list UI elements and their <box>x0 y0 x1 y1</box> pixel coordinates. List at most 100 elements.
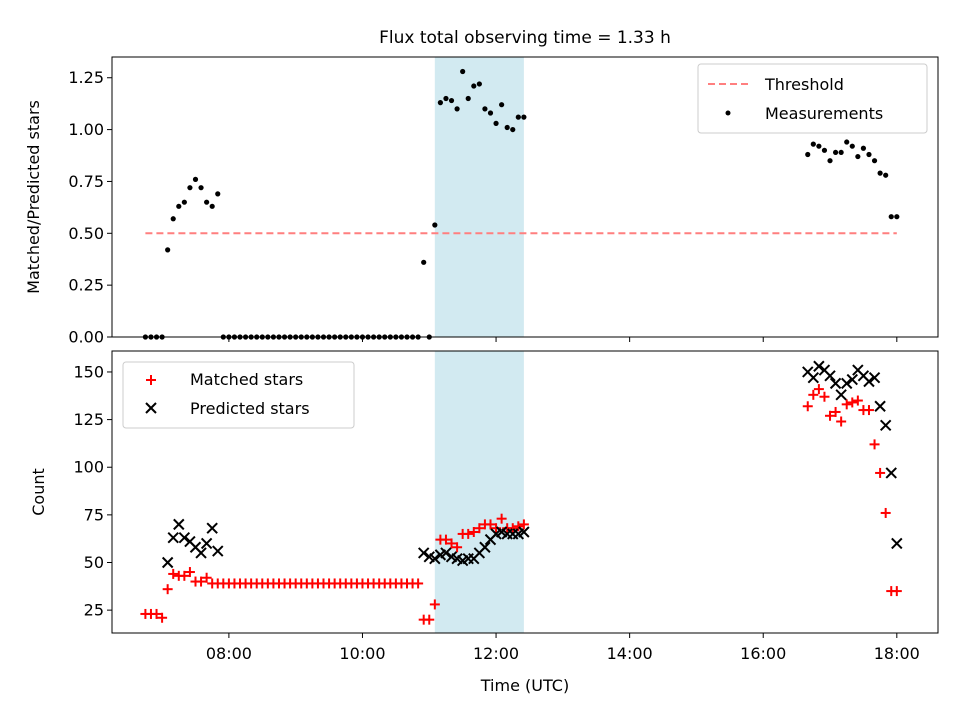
measurements-point <box>866 151 872 158</box>
measurements-point <box>482 106 488 112</box>
top-y-axis-label: Matched/Predicted stars <box>24 100 43 294</box>
matched-stars-point <box>825 410 836 421</box>
matched-stars-point <box>852 395 863 406</box>
measurements-point <box>855 153 861 160</box>
measurements-point <box>165 247 171 253</box>
measurements-point <box>204 199 210 205</box>
bottom-ytick-label: 75 <box>84 505 104 524</box>
matched-stars-point <box>869 439 880 450</box>
chart-title: Flux total observing time = 1.33 h <box>379 28 671 48</box>
measurements-point <box>176 203 182 209</box>
measurements-point <box>521 114 527 120</box>
bottom-ytick-label: 25 <box>84 601 104 620</box>
xtick-label: 10:00 <box>339 644 385 663</box>
measurements-point <box>448 97 455 104</box>
top-ytick-label: 0.75 <box>68 172 104 191</box>
matched-stars-point <box>157 612 168 623</box>
legend-matched-label: Matched stars <box>190 370 303 389</box>
xtick-label: 18:00 <box>874 644 920 663</box>
predicted-stars-point <box>874 400 886 412</box>
legend-measurements-label: Measurements <box>765 104 883 123</box>
measurements-point <box>510 126 516 133</box>
top-legend-box <box>697 63 928 134</box>
top-panel: 0.00 0.25 0.50 0.75 1.00 1.25 Matched/Predict… <box>24 56 939 347</box>
predicted-stars-point <box>212 545 224 557</box>
top-y-axis: 0.00 0.25 0.50 0.75 1.00 1.25 <box>68 68 112 347</box>
predicted-stars-point <box>829 377 842 390</box>
measurements-point <box>454 106 460 112</box>
x-axis-label: Time (UTC) <box>480 676 569 695</box>
matched-stars-point <box>875 467 886 478</box>
matched-stars-point <box>507 523 518 534</box>
matched-stars-point <box>168 568 179 579</box>
measurements-point <box>187 185 193 191</box>
measurements-point <box>499 102 505 108</box>
matched-stars-point <box>496 513 507 524</box>
top-x-axis <box>228 337 898 342</box>
matched-stars-point <box>413 578 424 589</box>
matched-stars-point <box>485 519 496 530</box>
bottom-y-axis: 25 50 75 100 125 150 <box>73 362 112 620</box>
measurements-point <box>883 172 889 178</box>
measurements-point <box>476 81 482 87</box>
matched-stars-point <box>446 538 457 549</box>
top-axes-frame <box>111 56 939 338</box>
matched-stars-point <box>880 507 891 518</box>
legend-measurements-swatch <box>725 110 731 116</box>
bottom-ytick-label: 125 <box>73 410 104 429</box>
matched-stars-point <box>201 572 212 583</box>
bottom-panel: 25 50 75 100 125 150 08:00 10:00 12:00 14:00 16:0… <box>29 350 939 695</box>
predicted-stars-point <box>167 532 179 544</box>
measurements-point <box>437 100 443 106</box>
bottom-ytick-label: 100 <box>73 458 104 477</box>
matched-stars-point <box>841 399 852 410</box>
matched-stars-point <box>424 614 435 625</box>
measurements-point <box>460 68 466 75</box>
matched-stars-point <box>836 416 847 427</box>
top-plot-area <box>142 68 900 340</box>
bottom-x-axis: 08:00 10:00 12:00 14:00 16:00 18:00 <box>206 633 920 663</box>
measurements-point <box>198 185 204 191</box>
predicted-stars-point <box>879 419 892 432</box>
xtick-label: 14:00 <box>607 644 653 663</box>
matched-stars-point <box>179 570 190 581</box>
matched-stars-point <box>463 528 474 539</box>
predicted-stars-point <box>417 547 430 559</box>
top-ytick-label: 1.00 <box>68 120 104 139</box>
matched-stars-point <box>429 599 440 610</box>
top-ytick-label: 0.00 <box>68 328 104 347</box>
measurements-point <box>849 143 855 149</box>
predicted-stars-point <box>178 532 191 544</box>
predicted-stars-point <box>200 537 213 550</box>
measurements-point <box>821 147 828 153</box>
top-shaded-interval <box>434 57 524 337</box>
bottom-ytick-label: 150 <box>73 362 104 381</box>
measurements-point <box>888 214 894 220</box>
predicted-stars-point <box>206 522 218 534</box>
legend-predicted-label: Predicted stars <box>190 399 310 418</box>
bottom-legend: Matched stars Predicted stars <box>122 361 355 429</box>
matched-stars-point <box>802 401 813 412</box>
measurements-point <box>493 120 499 126</box>
measurements-point <box>432 222 438 228</box>
legend-predicted-swatch <box>145 402 157 414</box>
matched-stars-point <box>808 389 819 400</box>
bottom-plot-area <box>140 360 903 625</box>
bottom-shaded-interval <box>434 351 524 633</box>
bottom-legend-box <box>122 361 355 429</box>
matched-stars-point <box>847 397 858 408</box>
legend-threshold-label: Threshold <box>764 75 844 94</box>
predicted-stars-point <box>863 375 875 388</box>
measurements-point <box>816 143 822 149</box>
measurements-point <box>181 199 187 205</box>
predicted-stars-point <box>429 552 441 565</box>
top-ytick-label: 0.25 <box>68 276 104 295</box>
predicted-stars-point <box>885 467 897 479</box>
matched-stars-point <box>813 384 824 395</box>
measurements-point <box>877 170 883 176</box>
predicted-stars-point <box>173 518 185 531</box>
predicted-stars-point <box>518 526 530 538</box>
bottom-ytick-label: 50 <box>84 553 104 572</box>
measurements-point <box>832 149 839 156</box>
measurements-point <box>515 114 521 120</box>
